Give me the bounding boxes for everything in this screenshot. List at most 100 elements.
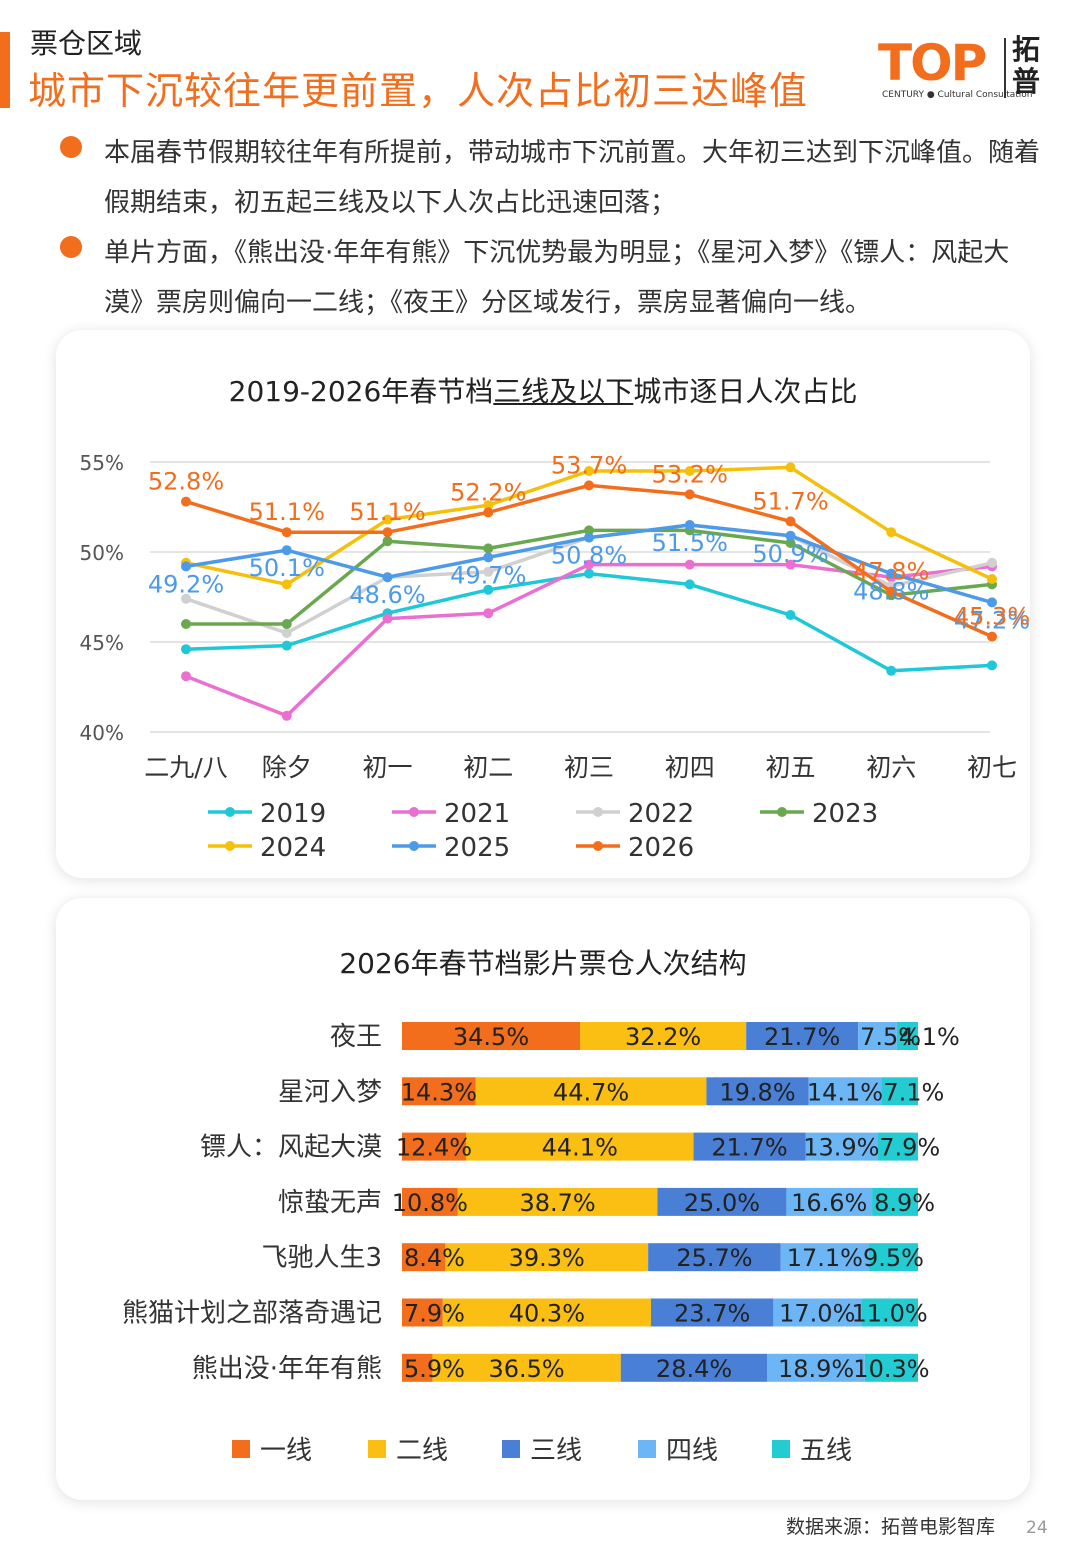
bullet-text: 单片方面，《熊出没·年年有熊》下沉优势最为明显；《星河入梦》《镖人：风起大漠》票… [104,238,1010,318]
data-point-2019 [987,660,997,671]
data-point-2025 [382,572,393,583]
bar-segment-三线 [650,1298,774,1327]
data-point-2025 [483,552,494,563]
bar-value-label-五线: 7.1% [883,1078,944,1106]
data-label-2025: 49.7% [450,561,526,589]
bar-value-label-一线: 34.5% [453,1023,529,1051]
legend-marker-2021 [409,807,419,817]
legend-marker-2024 [225,841,235,851]
data-point-2026 [181,496,191,507]
bar-value-label-一线: 8.4% [404,1244,465,1272]
category-label: 惊蛰无声 [278,1188,382,1218]
section-label: 票仓区域 [30,27,143,60]
data-point-2024 [281,579,292,590]
legend-swatch-三线 [502,1440,520,1458]
bar-value-label-五线: 8.9% [874,1189,935,1217]
bar-segment-二线 [445,1243,649,1272]
bar-value-label-二线: 44.7% [553,1078,629,1106]
category-label: 星河入梦 [278,1077,382,1107]
data-point-2019 [483,584,494,595]
bullet-dot-icon [60,236,82,258]
bar-value-label-三线: 19.8% [719,1078,795,1106]
legend-label-2019: 2019 [260,799,326,829]
bar-segment-一线 [402,1187,458,1216]
legend-label-2022: 2022 [628,799,694,829]
data-point-2021 [382,613,393,624]
bar-segment-一线 [402,1243,446,1272]
legend-label-五线: 五线 [800,1436,852,1466]
bar-segment-二线 [442,1298,651,1327]
x-tick-label: 初三 [564,753,614,782]
data-point-2025 [181,561,191,572]
bar-value-label-四线: 7.5% [860,1023,921,1051]
bar-segment-三线 [657,1187,787,1216]
data-point-2023 [382,536,393,547]
bar-value-label-四线: 16.6% [791,1189,867,1217]
line-chart-title-mid: 三线及以下 [493,375,634,408]
data-point-2021 [483,608,494,619]
data-point-2022 [281,628,292,638]
data-point-2026 [987,631,997,642]
data-label-2025: 47.2% [954,606,1030,634]
bar-value-label-五线: 7.9% [879,1134,940,1162]
bullet-item: 单片方面，《熊出没·年年有熊》下沉优势最为明显；《星河入梦》《镖人：风起大漠》票… [60,228,1040,328]
bullet-dot-icon [60,136,82,158]
bar-value-label-五线: 9.5% [863,1244,924,1272]
data-point-2022 [483,566,494,577]
data-point-2023 [281,619,292,629]
bar-segment-四线 [808,1077,882,1106]
legend-swatch-五线 [772,1440,790,1458]
data-point-2026 [785,516,796,527]
bar-segment-四线 [767,1353,865,1382]
logo-cn: 拓普 [1012,33,1041,98]
legend-marker-2023 [777,807,787,817]
bar-segment-五线 [872,1187,918,1216]
data-point-2024 [483,500,494,511]
legend-label-2024: 2024 [260,833,326,863]
data-label-2026: 45.3% [954,603,1030,631]
y-tick-label: 40% [80,721,124,745]
x-tick-label: 二九/八 [144,753,227,782]
bar-segment-三线 [693,1132,806,1161]
data-point-2022 [181,593,191,604]
data-point-2026 [584,480,594,491]
x-tick-label: 初二 [463,753,513,782]
logo-word: TOP [878,34,987,92]
x-tick-label: 除夕 [262,753,312,782]
bar-value-label-二线: 40.3% [509,1300,585,1328]
bullet-text: 本届春节假期较往年有所提前，带动城市下沉前置。大年初三达到下沉峰值。随着假期结束… [104,138,1041,218]
bar-segment-三线 [620,1353,768,1382]
top-logo: TOP CENTURY ● Cultural Consultation 拓普 [878,34,1058,104]
bar-segment-二线 [475,1077,707,1106]
data-label-2025: 51.5% [652,529,728,557]
y-tick-label: 45% [80,631,124,655]
data-point-2019 [181,644,191,655]
bar-segment-五线 [877,1132,918,1161]
data-label-2026: 51.1% [249,498,325,526]
data-point-2024 [987,574,997,584]
data-point-2026 [382,527,393,538]
data-point-2021 [281,710,292,721]
data-point-2021 [584,559,594,570]
data-point-2022 [987,557,997,568]
legend-marker-2025 [409,841,419,851]
data-point-2019 [684,579,695,590]
data-point-2023 [483,543,494,554]
bar-value-label-一线: 14.3% [401,1078,477,1106]
bar-segment-二线 [457,1187,658,1216]
line-chart-title: 2019-2026年春节档三线及以下城市逐日人次占比 [56,370,1030,410]
legend-label-二线: 二线 [396,1436,448,1466]
data-point-2021 [785,559,796,570]
data-point-2026 [281,527,292,538]
category-label: 飞驰人生3 [261,1243,382,1273]
y-tick-label: 50% [80,541,124,565]
bar-value-label-三线: 25.0% [684,1189,760,1217]
data-label-2026: 47.8% [853,558,929,586]
bar-value-label-三线: 23.7% [674,1300,750,1328]
bar-value-label-三线: 25.7% [676,1244,752,1272]
data-point-2021 [684,559,695,570]
bar-value-label-二线: 39.3% [509,1244,585,1272]
bar-value-label-二线: 44.1% [542,1134,618,1162]
data-point-2024 [785,462,796,473]
bar-segment-五线 [868,1243,918,1272]
